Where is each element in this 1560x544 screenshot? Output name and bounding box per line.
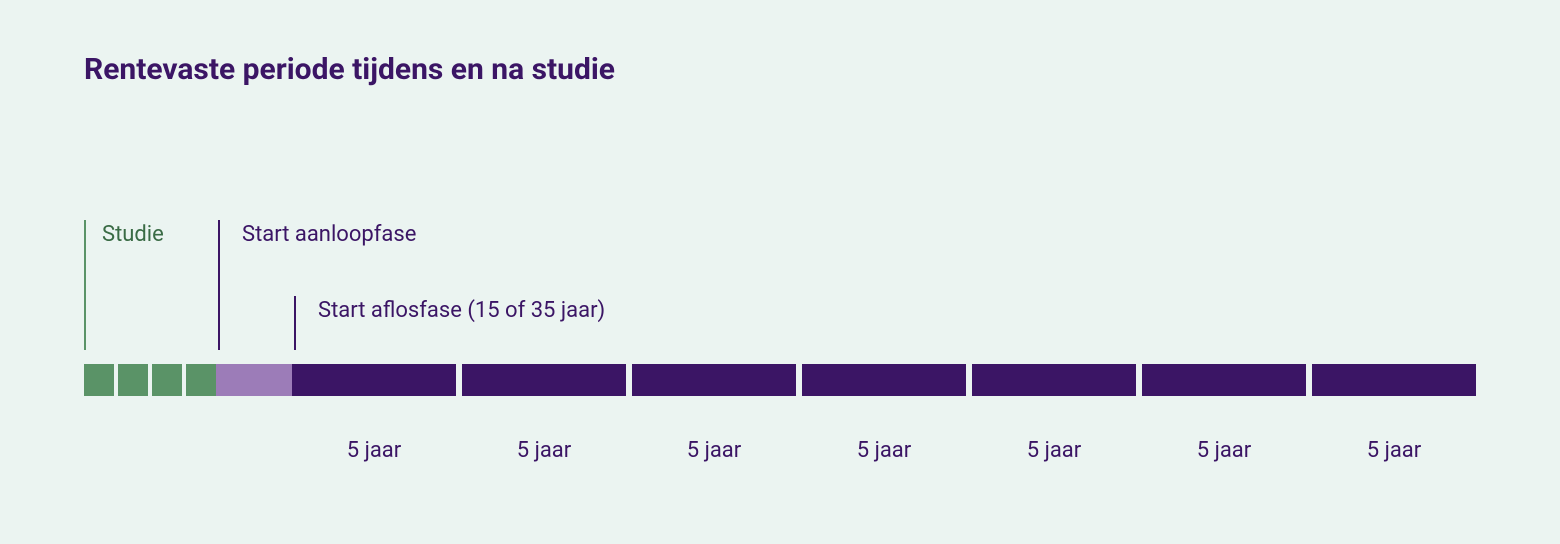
aflos-marker-line <box>294 296 296 350</box>
study-block <box>152 364 182 396</box>
period-block <box>802 364 966 396</box>
period-label: 5 jaar <box>802 438 966 463</box>
period-label: 5 jaar <box>1142 438 1306 463</box>
period-label: 5 jaar <box>462 438 626 463</box>
period-label: 5 jaar <box>972 438 1136 463</box>
study-block <box>84 364 114 396</box>
aanloop-marker-line <box>218 220 220 350</box>
period-block <box>1312 364 1476 396</box>
studie-marker-label: Studie <box>102 222 164 247</box>
diagram-title: Rentevaste periode tijdens en na studie <box>84 52 615 87</box>
period-block <box>1142 364 1306 396</box>
aanloop-marker-label: Start aanloopfase <box>242 222 416 247</box>
period-label: 5 jaar <box>292 438 456 463</box>
timeline-bar <box>84 364 1476 396</box>
diagram-container: Rentevaste periode tijdens en na studie … <box>0 0 1560 544</box>
period-label: 5 jaar <box>1312 438 1476 463</box>
period-label: 5 jaar <box>632 438 796 463</box>
period-block <box>462 364 626 396</box>
study-block <box>186 364 216 396</box>
studie-marker-line <box>84 220 86 350</box>
period-block <box>632 364 796 396</box>
aflos-marker-label: Start aflosfase (15 of 35 jaar) <box>318 298 605 323</box>
period-block <box>292 364 456 396</box>
study-block <box>118 364 148 396</box>
aanloop-block <box>216 364 292 396</box>
period-block <box>972 364 1136 396</box>
